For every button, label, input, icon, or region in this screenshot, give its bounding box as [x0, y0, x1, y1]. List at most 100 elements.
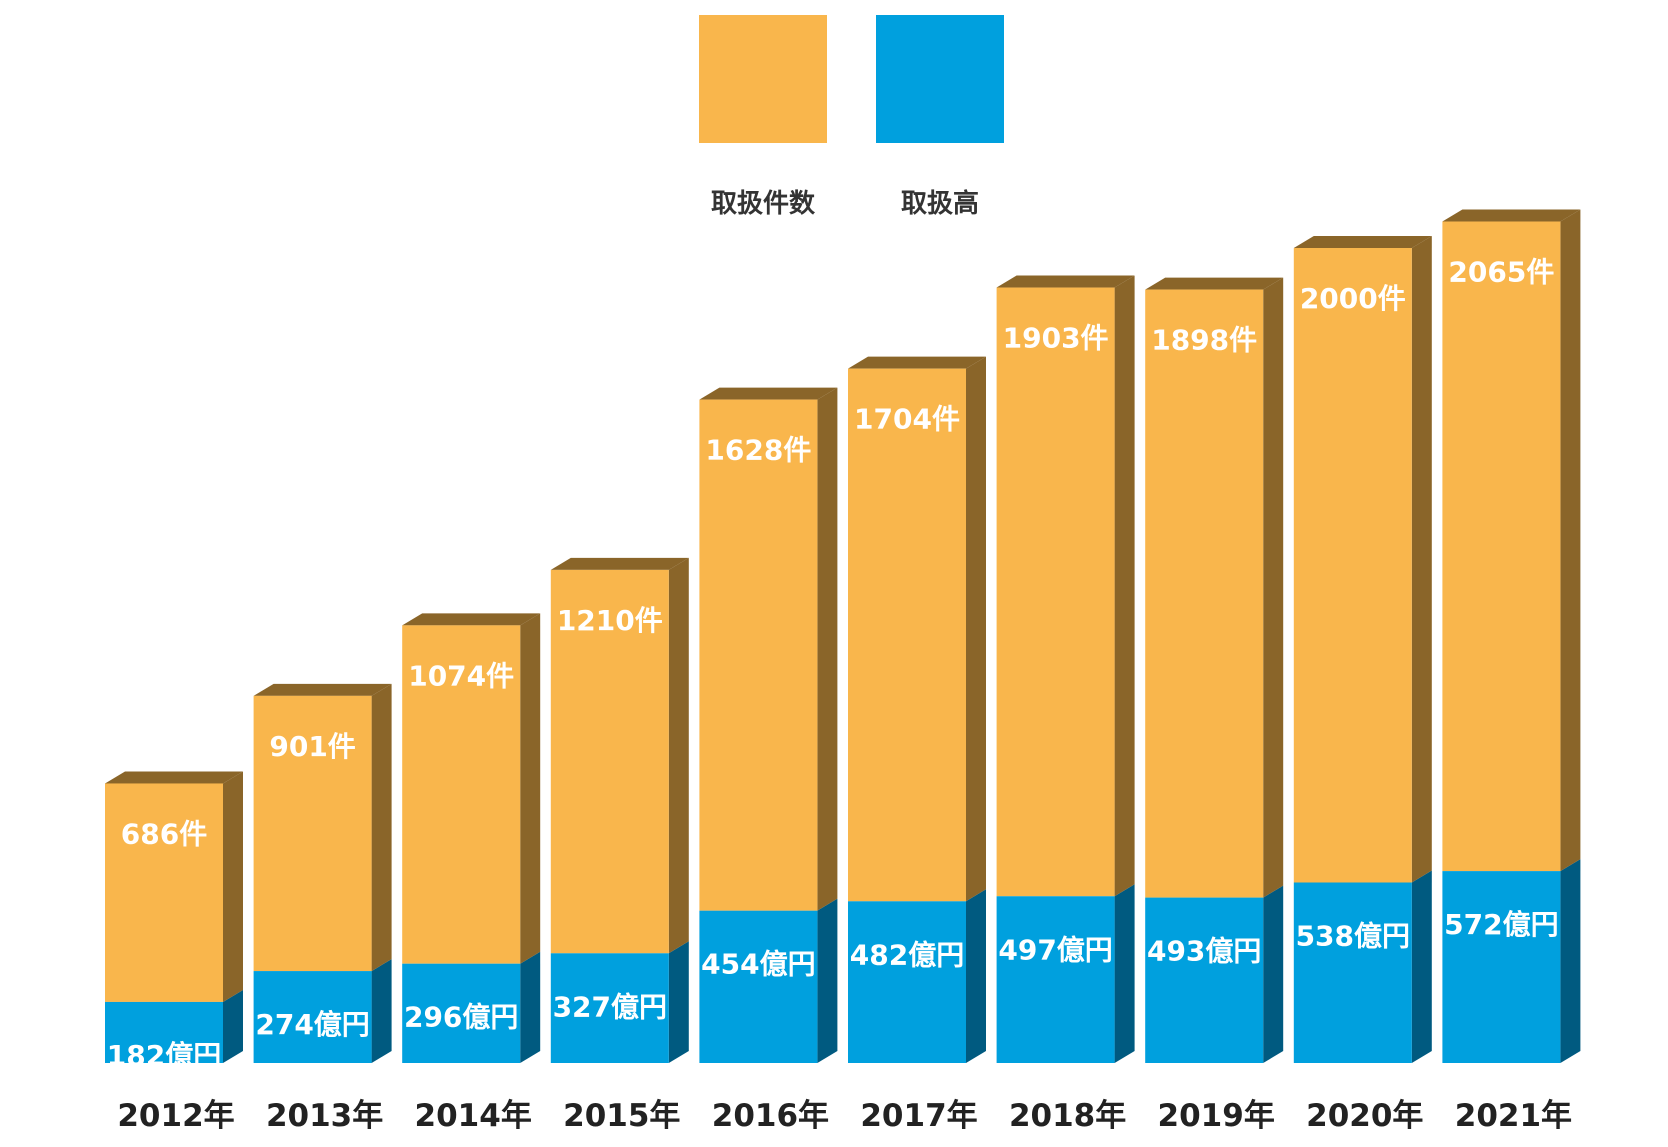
bar-count-segment	[105, 783, 223, 1002]
bar-group-2: 901件 274億円	[253, 683, 392, 1063]
bar-count-label: 1898件	[1151, 324, 1257, 357]
legend-item-count: 取扱件数	[699, 15, 827, 219]
bar-amount-segment	[105, 1001, 223, 1063]
bar-amount-label: 572億円	[1444, 908, 1558, 941]
bar-count-side	[1411, 236, 1432, 883]
x-tick-label: 2014年	[415, 1098, 532, 1134]
x-tick-label: 2015年	[563, 1098, 680, 1134]
bar-count-side	[1114, 275, 1135, 897]
legend-item-amount: 取扱高	[876, 15, 1004, 219]
x-tick-label: 2019年	[1158, 1098, 1275, 1134]
legend-swatch	[699, 15, 827, 143]
bar-amount-side	[1114, 884, 1135, 1063]
bar-amount-side	[817, 898, 838, 1063]
bar-top-face	[253, 683, 392, 696]
bar-top-face	[1442, 209, 1581, 222]
bar-group-1: 686件 182億円	[105, 771, 243, 1072]
bar-group-9: 2000件 538億円	[1293, 236, 1432, 1063]
legend-swatch	[876, 15, 1004, 143]
bar-amount-segment	[253, 971, 372, 1063]
bar-amount-side	[371, 959, 392, 1063]
bar-group-4: 1210件 327億円	[550, 557, 689, 1063]
x-tick-label: 2016年	[712, 1098, 829, 1134]
bar-group-3: 1074件 296億円	[402, 613, 541, 1063]
bar-amount-label: 327億円	[553, 990, 667, 1023]
bar-amount-label: 274億円	[255, 1008, 369, 1041]
bar-count-segment	[848, 368, 966, 902]
bar-count-segment	[1145, 289, 1264, 898]
bar-top-face	[848, 356, 986, 369]
bar-amount-label: 538億円	[1296, 920, 1410, 953]
bar-amount-segment	[848, 901, 966, 1063]
bar-group-7: 1903件 497億円	[996, 275, 1135, 1063]
bar-count-segment	[550, 569, 669, 954]
bar-count-label: 901件	[269, 730, 355, 763]
bar-group-5: 1628件 454億円	[699, 387, 838, 1063]
legend-label: 取扱件数	[711, 189, 816, 219]
x-tick-label: 2021年	[1455, 1098, 1572, 1134]
bar-amount-segment	[402, 963, 521, 1063]
bar-count-segment	[1442, 221, 1561, 872]
bar-amount-side	[668, 941, 689, 1063]
bar-count-side	[223, 771, 243, 1002]
bar-amount-side	[223, 989, 243, 1063]
bar-amount-label: 454億円	[701, 948, 815, 981]
bar-count-segment	[253, 695, 372, 972]
bar-amount-label: 182億円	[107, 1039, 221, 1072]
bar-amount-side	[1560, 859, 1581, 1063]
bar-count-segment	[996, 287, 1115, 897]
bar-amount-segment	[1145, 897, 1264, 1063]
bar-amount-side	[520, 951, 541, 1063]
x-tick-label: 2013年	[266, 1098, 383, 1134]
bar-count-side	[520, 613, 541, 964]
bar-count-side	[817, 387, 838, 911]
bar-count-segment	[1293, 248, 1412, 883]
bar-top-face	[996, 275, 1135, 288]
x-tick-label: 2018年	[1009, 1098, 1126, 1134]
bar-group-6: 1704件 482億円	[848, 356, 986, 1063]
bar-top-face	[699, 387, 838, 400]
bar-top-face	[402, 613, 541, 626]
bar-count-label: 686件	[121, 817, 207, 850]
bar-amount-segment	[1293, 882, 1412, 1063]
x-axis-ticks: 2012年 2013年 2014年 2015年 2016年 2017年 2018年 2019年…	[117, 1098, 1572, 1134]
bar-amount-side	[1263, 885, 1284, 1063]
bar-count-label: 1628件	[705, 434, 811, 467]
bars: 686件 182億円 901件 274億円 1074件 296億円 1210件 327億円 16…	[105, 209, 1581, 1072]
bar-count-label: 2065件	[1448, 256, 1554, 289]
bar-amount-segment	[996, 896, 1115, 1063]
bar-amount-segment	[1442, 871, 1561, 1063]
bar-count-side	[1560, 209, 1581, 872]
legend: 取扱件数 取扱高	[699, 15, 1004, 219]
bar-amount-label: 482億円	[850, 938, 964, 971]
bar-count-side	[371, 683, 392, 972]
bar-amount-segment	[550, 953, 669, 1063]
bar-count-label: 1210件	[557, 604, 663, 637]
bar-top-face	[1145, 277, 1284, 290]
bar-amount-label: 493億円	[1147, 935, 1261, 968]
bar-amount-side	[966, 889, 986, 1063]
legend-label: 取扱高	[901, 188, 979, 219]
x-tick-label: 2017年	[860, 1098, 977, 1134]
bar-count-segment	[402, 625, 521, 964]
bar-count-label: 1903件	[1003, 322, 1109, 355]
bar-amount-side	[1411, 870, 1432, 1063]
x-tick-label: 2020年	[1306, 1098, 1423, 1134]
bar-amount-label: 296億円	[404, 1001, 518, 1034]
bar-top-face	[105, 771, 243, 784]
bar-top-face	[550, 557, 689, 570]
bar-count-label: 1704件	[854, 403, 960, 436]
bar-group-10: 2065件 572億円	[1442, 209, 1581, 1063]
bar-count-segment	[699, 399, 818, 911]
bar-count-label: 1074件	[408, 659, 514, 692]
bar-count-side	[1263, 277, 1284, 898]
bar-count-side	[668, 557, 689, 954]
bar-amount-label: 497億円	[998, 933, 1112, 966]
bar-top-face	[1293, 236, 1432, 248]
bar-group-8: 1898件 493億円	[1145, 277, 1284, 1063]
bar-amount-segment	[699, 910, 818, 1063]
x-tick-label: 2012年	[117, 1098, 234, 1134]
bar-count-side	[966, 356, 986, 902]
bar-count-label: 2000件	[1300, 282, 1406, 315]
